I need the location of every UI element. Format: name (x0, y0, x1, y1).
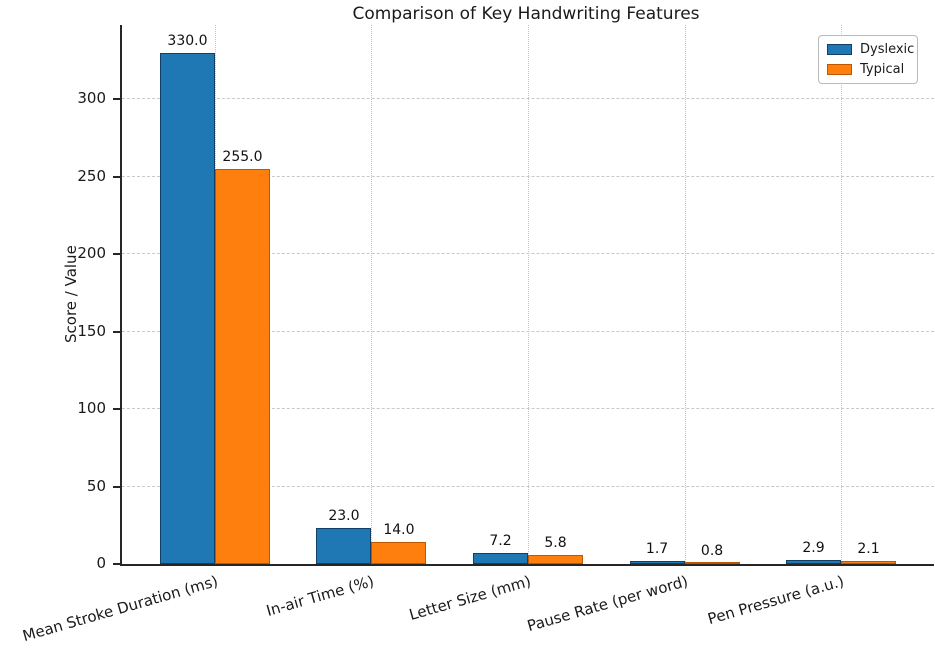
bar-value-label: 1.7 (645, 541, 669, 558)
y-tick-mark (113, 330, 120, 333)
legend: Dyslexic Typical (818, 35, 918, 84)
y-tick-mark (113, 98, 120, 101)
bar-typical-0 (214, 169, 270, 564)
bar-value-label: 5.8 (544, 535, 567, 552)
chart-title: Comparison of Key Handwriting Features (352, 4, 700, 24)
bar-value-label: 2.1 (857, 540, 880, 557)
y-tick-label: 50 (86, 476, 106, 495)
bar-dyslexic-3 (629, 561, 685, 564)
y-tick-label: 100 (77, 399, 106, 418)
y-tick-mark (113, 175, 120, 178)
bar-value-label: 330.0 (167, 32, 208, 49)
legend-swatch-typical (827, 64, 852, 75)
y-tick-mark (113, 253, 120, 256)
bar-dyslexic-1 (316, 528, 372, 564)
y-tick-mark (113, 485, 120, 488)
bar-value-label: 2.9 (802, 539, 825, 556)
bar-dyslexic-2 (473, 552, 528, 564)
y-tick-mark (113, 408, 120, 411)
bar-value-label: 255.0 (222, 149, 263, 166)
bar-typical-4 (841, 560, 897, 564)
vertical-gridline (528, 25, 529, 564)
vertical-gridline (371, 25, 373, 564)
legend-item-dyslexic: Dyslexic (827, 42, 914, 57)
y-tick-label: 150 (77, 321, 106, 340)
y-tick-label: 200 (77, 244, 106, 263)
bar-value-label: 23.0 (328, 508, 360, 525)
bar-typical-2 (528, 555, 583, 564)
bar-dyslexic-4 (786, 559, 842, 564)
y-tick-label: 300 (77, 89, 106, 108)
bar-dyslexic-0 (159, 52, 215, 564)
bar-value-label: 0.8 (700, 542, 724, 559)
plot-area: 330.0 23.0 7.2 1.7 2.9 255.0 14.0 5.8 0.8 2.1 (120, 25, 934, 566)
legend-label-typical: Typical (860, 62, 905, 77)
vertical-gridline (684, 25, 686, 564)
y-tick-label: 250 (77, 166, 106, 185)
bar-value-label: 7.2 (489, 532, 512, 549)
bar-value-label: 14.0 (383, 522, 415, 539)
legend-label-dyslexic: Dyslexic (860, 42, 915, 57)
bar-typical-3 (684, 562, 740, 564)
legend-item-typical: Typical (827, 62, 908, 77)
y-tick-mark (113, 563, 120, 565)
vertical-gridline (841, 25, 843, 564)
bar-typical-1 (371, 542, 427, 564)
legend-swatch-dyslexic (827, 44, 852, 55)
y-tick-label: 0 (96, 554, 106, 572)
